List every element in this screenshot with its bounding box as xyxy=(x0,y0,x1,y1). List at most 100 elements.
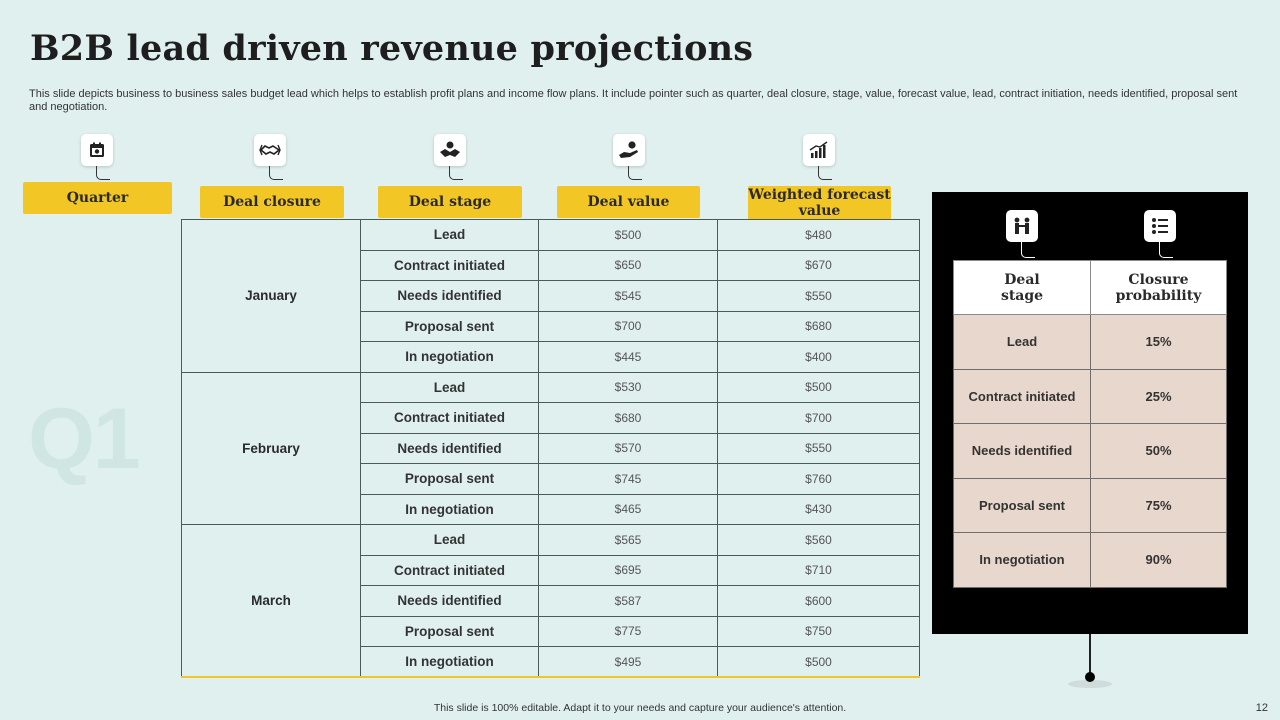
forecast-cell: $670 xyxy=(717,249,920,281)
prob-header-probability: Closure probability xyxy=(1090,260,1227,315)
forecast-cell: $600 xyxy=(717,585,920,617)
table-row: In negotiation $445 $400 xyxy=(182,341,920,373)
panel-stand-stem xyxy=(1089,634,1091,676)
table-row: Contract initiated $695 $710 xyxy=(182,554,920,586)
forecast-cell: $710 xyxy=(717,554,920,586)
slide-title: B2B lead driven revenue projections xyxy=(30,28,754,69)
header-weighted-forecast: Weighted forecast value xyxy=(748,186,891,220)
table-row: Needs identified $545 $550 xyxy=(182,280,920,312)
growth-chart-icon xyxy=(803,134,835,166)
header-deal-stage: Deal stage xyxy=(378,186,522,218)
panel-stand-shadow xyxy=(1068,680,1112,688)
stage-cell: Proposal sent xyxy=(360,463,539,495)
table-row: January Lead $500 $480 xyxy=(181,219,920,373)
stage-cell: Proposal sent xyxy=(360,310,539,342)
money-hand-icon xyxy=(613,134,645,166)
deal-stage-connector xyxy=(449,166,463,180)
table-row: March Lead $565 $560 xyxy=(181,524,920,678)
forecast-cell: $500 xyxy=(717,371,920,403)
prob-stage-connector xyxy=(1021,242,1035,258)
prob-header-stage-label: Deal stage xyxy=(1000,271,1044,304)
slide-description: This slide depicts business to business … xyxy=(29,88,1238,113)
revenue-table: January Lead $500 $480 Contract initiated $65… xyxy=(181,219,920,678)
prob-stage-cell: Lead xyxy=(953,314,1091,370)
deal-value-cell: $745 xyxy=(538,463,718,495)
prob-stage-cell: Contract initiated xyxy=(953,368,1091,424)
deal-value-cell: $500 xyxy=(538,219,718,251)
prob-value-cell: 25% xyxy=(1090,368,1227,424)
deal-value-cell: $445 xyxy=(538,341,718,373)
deal-value-cell: $695 xyxy=(538,554,718,586)
prob-stage-cell: In negotiation xyxy=(953,532,1091,588)
stage-cell: Contract initiated xyxy=(360,249,539,281)
prob-stage-cell: Needs identified xyxy=(953,423,1091,479)
people-handshake-icon xyxy=(1006,210,1038,242)
handshake-icon xyxy=(254,134,286,166)
prob-row: Lead 15% xyxy=(953,314,1227,370)
deal-value-cell: $570 xyxy=(538,432,718,464)
forecast-cell: $500 xyxy=(717,646,920,678)
header-deal-value: Deal value xyxy=(557,186,700,218)
closure-probability-table: Deal stage Closure probability Lead 15% Co… xyxy=(953,260,1227,588)
prob-header-probability-label: Closure probability xyxy=(1115,271,1202,304)
table-row: Proposal sent $775 $750 xyxy=(182,615,920,647)
stage-cell: Needs identified xyxy=(360,280,539,312)
stage-cell: Proposal sent xyxy=(360,615,539,647)
forecast-cell: $680 xyxy=(717,310,920,342)
deal-value-cell: $495 xyxy=(538,646,718,678)
slide-footer: This slide is 100% editable. Adapt it to… xyxy=(433,702,847,714)
forecast-cell: $400 xyxy=(717,341,920,373)
forecast-connector xyxy=(818,166,832,180)
deal-value-cell: $565 xyxy=(538,524,718,556)
deal-value-cell: $465 xyxy=(538,493,718,525)
prob-value-cell: 75% xyxy=(1090,477,1227,533)
deal-closure-connector xyxy=(269,166,283,180)
prob-row: Needs identified 50% xyxy=(953,423,1227,479)
table-row: Needs identified $570 $550 xyxy=(182,432,920,464)
forecast-cell: $560 xyxy=(717,524,920,556)
deal-value-connector xyxy=(628,166,642,180)
stage-cell: In negotiation xyxy=(360,646,539,678)
forecast-cell: $430 xyxy=(717,493,920,525)
quarter-watermark: Q1 xyxy=(28,391,141,487)
table-row: February Lead $530 $500 xyxy=(181,371,920,525)
deal-value-cell: $587 xyxy=(538,585,718,617)
forecast-cell: $550 xyxy=(717,280,920,312)
panel-stand-dot xyxy=(1085,672,1095,682)
header-quarter: Quarter xyxy=(23,182,172,214)
stage-cell: Lead xyxy=(360,524,539,556)
stage-cell: Needs identified xyxy=(360,585,539,617)
prob-probability-connector xyxy=(1159,242,1173,258)
deal-gear-icon xyxy=(434,134,466,166)
calendar-icon xyxy=(81,134,113,166)
forecast-cell: $550 xyxy=(717,432,920,464)
prob-row: In negotiation 90% xyxy=(953,532,1227,588)
stage-cell: Needs identified xyxy=(360,432,539,464)
prob-value-cell: 15% xyxy=(1090,314,1227,370)
forecast-cell: $480 xyxy=(717,219,920,251)
table-row: Contract initiated $680 $700 xyxy=(182,402,920,434)
prob-header-stage: Deal stage xyxy=(953,260,1091,315)
stage-cell: In negotiation xyxy=(360,493,539,525)
page-number: 12 xyxy=(1255,702,1268,714)
table-row: Proposal sent $745 $760 xyxy=(182,463,920,495)
stage-cell: Lead xyxy=(360,219,539,251)
stage-cell: In negotiation xyxy=(360,341,539,373)
deal-value-cell: $545 xyxy=(538,280,718,312)
prob-row: Contract initiated 25% xyxy=(953,368,1227,424)
table-row: In negotiation $495 $500 xyxy=(182,646,920,678)
header-deal-closure: Deal closure xyxy=(200,186,344,218)
prob-stage-cell: Proposal sent xyxy=(953,477,1091,533)
stage-cell: Contract initiated xyxy=(360,402,539,434)
prob-value-cell: 50% xyxy=(1090,423,1227,479)
stage-cell: Lead xyxy=(360,371,539,403)
forecast-cell: $760 xyxy=(717,463,920,495)
deal-value-cell: $680 xyxy=(538,402,718,434)
prob-value-cell: 90% xyxy=(1090,532,1227,588)
forecast-cell: $700 xyxy=(717,402,920,434)
deal-value-cell: $775 xyxy=(538,615,718,647)
forecast-cell: $750 xyxy=(717,615,920,647)
deal-value-cell: $530 xyxy=(538,371,718,403)
month-cell: January xyxy=(181,219,361,373)
table-row: Contract initiated $650 $670 xyxy=(182,249,920,281)
